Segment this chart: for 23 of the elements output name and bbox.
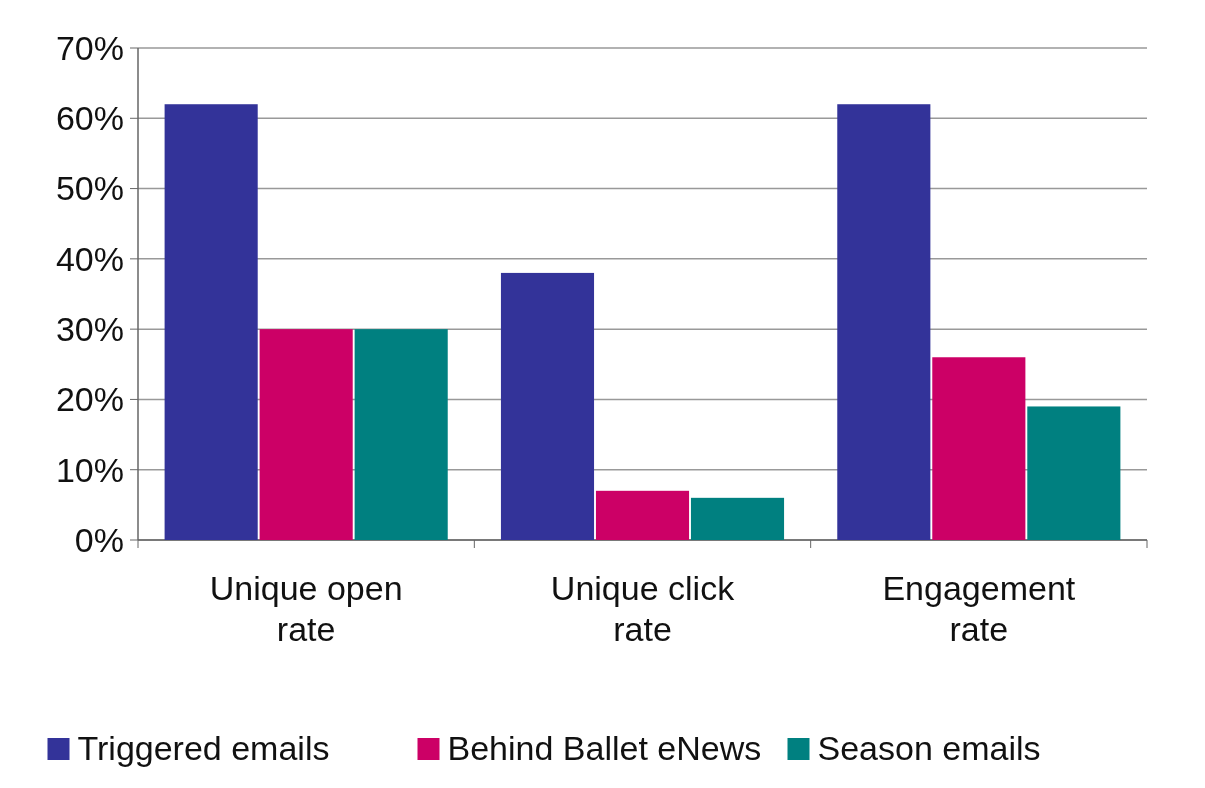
y-tick-label: 50% [55, 169, 124, 208]
bar [837, 104, 931, 540]
y-tick-label: 60% [55, 99, 124, 138]
legend-label: Season emails [817, 729, 1041, 767]
bar [500, 272, 595, 540]
y-tick-label: 10% [55, 450, 124, 489]
y-tick-label: 70% [55, 28, 124, 67]
bar [690, 497, 785, 540]
bar [595, 490, 690, 540]
y-tick-label: 0% [74, 520, 124, 559]
legend-label: Behind Ballet eNews [447, 729, 762, 767]
bar [932, 357, 1026, 540]
y-tick-label: 40% [55, 239, 124, 278]
x-tick-label: Unique click rate [550, 569, 736, 648]
bar [259, 329, 353, 540]
y-tick-label: 20% [55, 380, 124, 419]
x-tick-label: Unique open rate [209, 569, 403, 648]
bar [164, 104, 258, 540]
legend-label: Triggered emails [77, 729, 330, 767]
x-tick-label: Engagement rate [882, 569, 1076, 648]
bar [1027, 406, 1121, 540]
bar [354, 329, 448, 540]
y-tick-label: 30% [55, 310, 124, 349]
